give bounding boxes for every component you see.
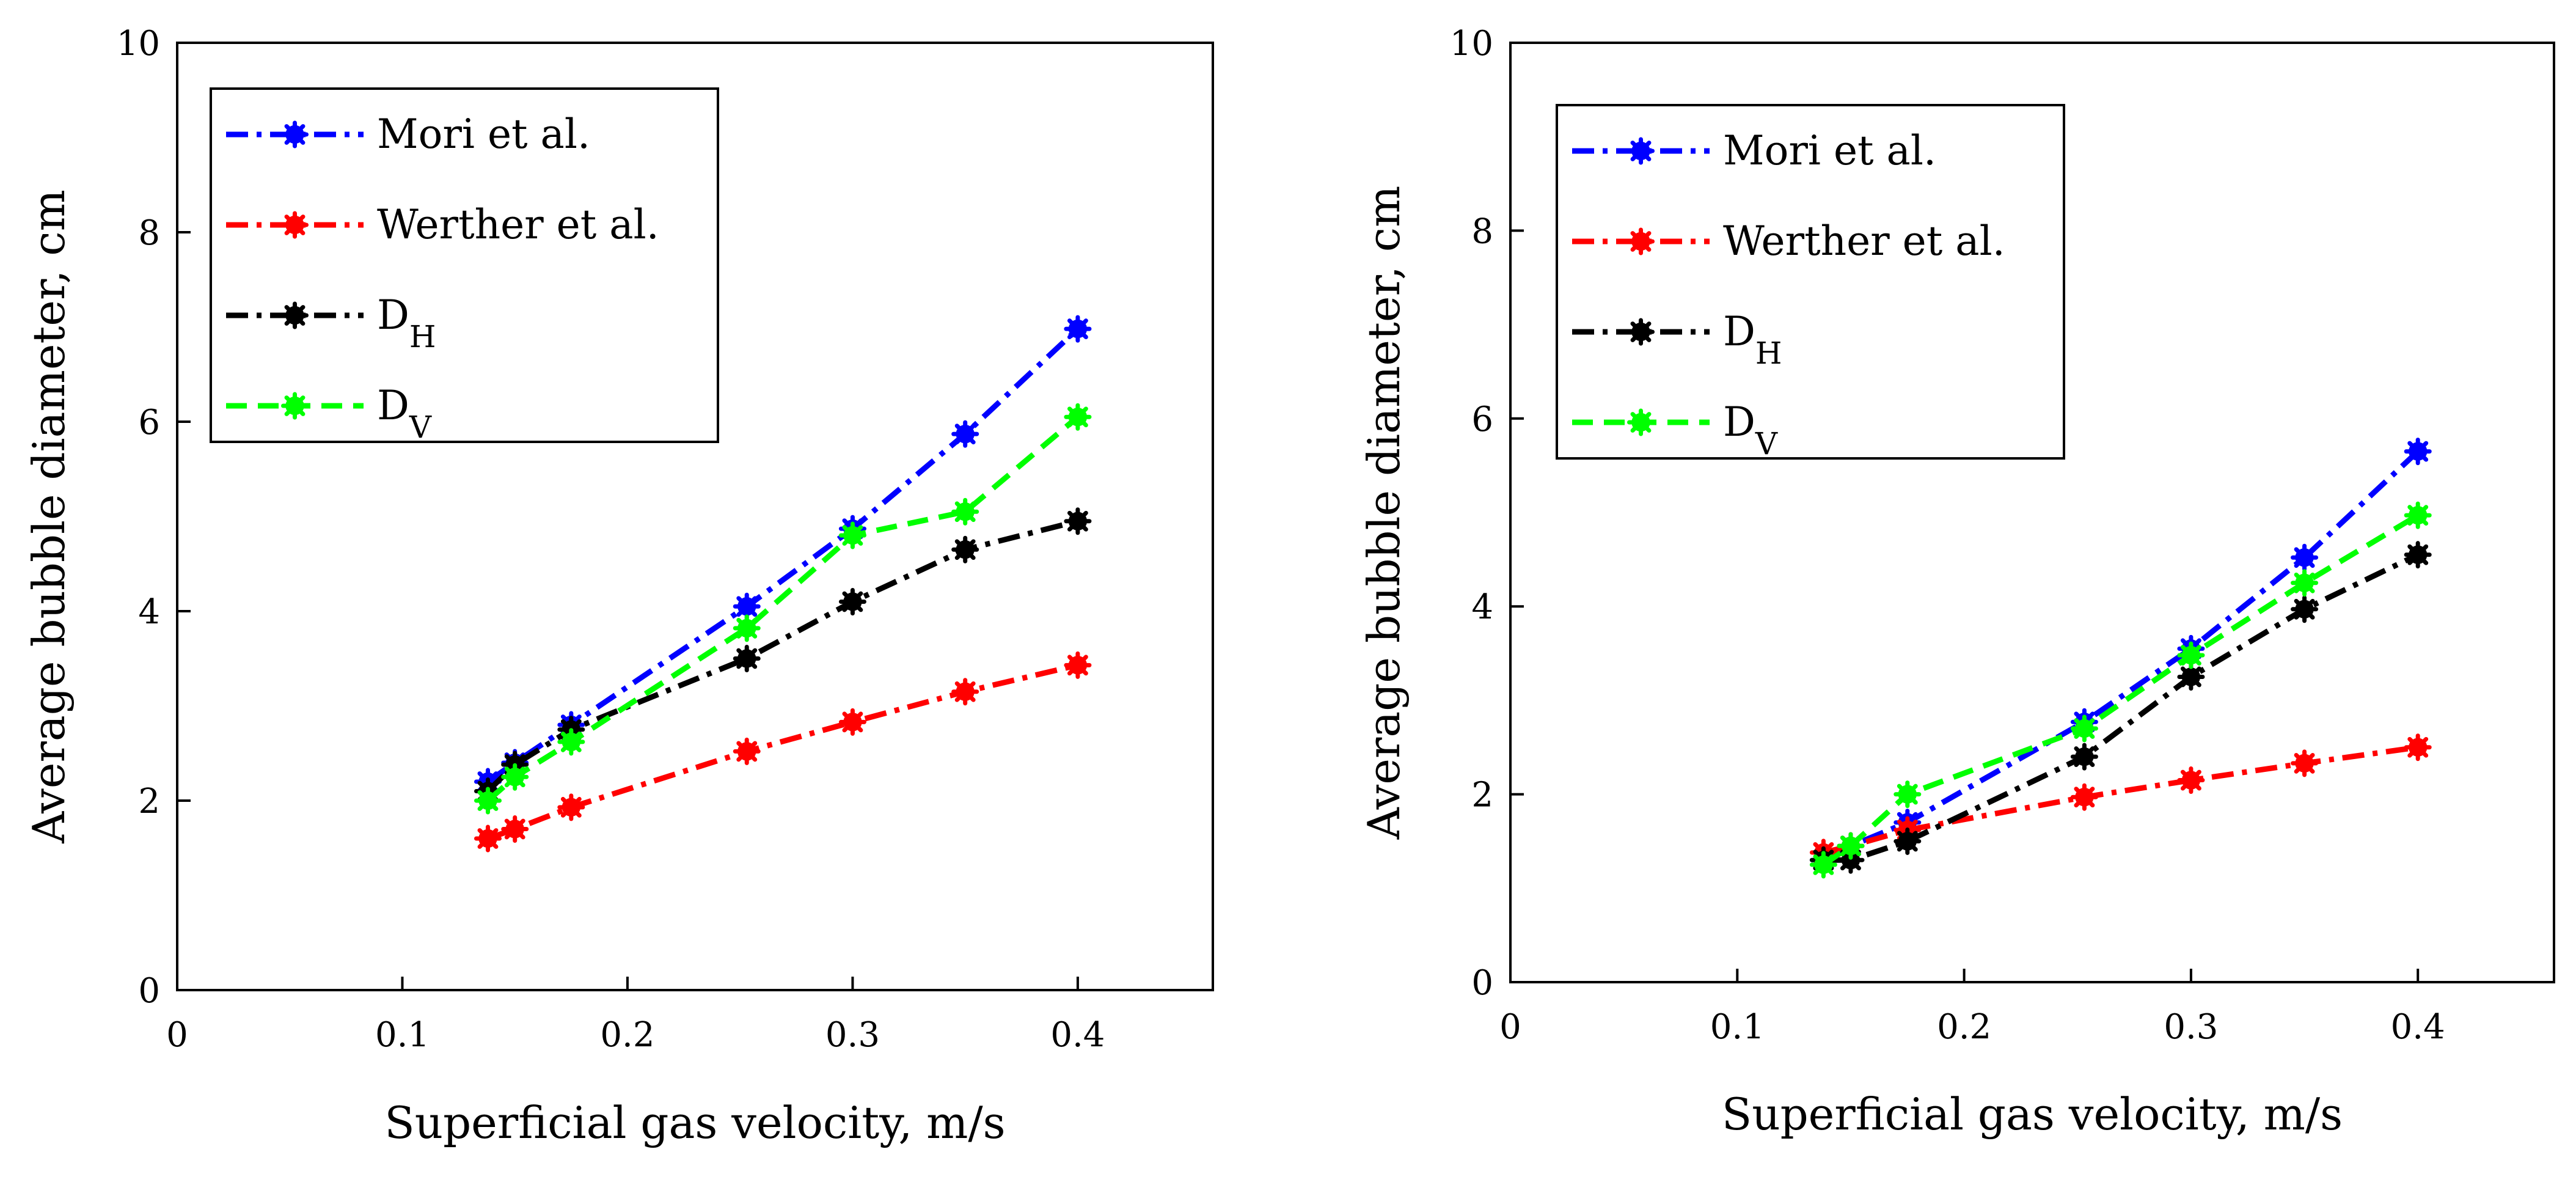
- chart-panel-right: 0 0.1 0.2 0.3 0.4 0 2 4 6 8 10 Superficial gas velo…: [1358, 24, 2555, 1140]
- data-point: [501, 763, 529, 791]
- y-axis-title: Average bubble diameter, cm: [1358, 186, 1410, 840]
- x-tick-label: 0.2: [600, 1015, 654, 1055]
- axes-box: [1509, 42, 2555, 983]
- data-point: [557, 793, 585, 821]
- chart-panel-left: 0 0.1 0.2 0.3 0.4 0 2 4 6 8 10 Superficial gas velo…: [23, 24, 1214, 1148]
- data-point: [2177, 641, 2205, 669]
- legend-marker: [1627, 318, 1655, 346]
- y-axis-title: Average bubble diameter, cm: [23, 189, 75, 844]
- legend-marker: [281, 211, 309, 239]
- data-point: [2404, 501, 2432, 529]
- legend-item: Werther et al.: [1572, 218, 2005, 265]
- x-axis-title: Superficial gas velocity, m/s: [384, 1097, 1005, 1148]
- axes-box: [176, 42, 1214, 991]
- data-point: [2070, 743, 2098, 771]
- y-tick-label: 10: [117, 24, 160, 64]
- y-tick-label: 6: [1471, 400, 1493, 439]
- legend-marker: [281, 301, 309, 329]
- y-tick-label: 8: [138, 213, 160, 253]
- x-tick-label: 0.2: [1937, 1007, 1991, 1047]
- data-point: [2177, 663, 2205, 691]
- legend-marker: [281, 120, 309, 149]
- data-point: [2291, 749, 2319, 777]
- y-tick-label: 10: [1450, 24, 1493, 64]
- legend-label: Werther et al.: [377, 201, 659, 248]
- series-3: [1809, 501, 2432, 879]
- y-tick-label: 0: [138, 971, 160, 1011]
- legend-label: Mori et al.: [377, 111, 590, 158]
- data-point: [1064, 507, 1092, 535]
- x-tick-label: 0.1: [1710, 1007, 1765, 1047]
- legend-marker: [281, 392, 309, 420]
- legend-label: Mori et al.: [1723, 127, 1936, 174]
- series-line: [1821, 513, 2420, 867]
- data-point: [2291, 595, 2319, 623]
- series-1: [474, 651, 1092, 853]
- data-point: [1837, 832, 1865, 860]
- x-tick-label: 0.3: [2164, 1007, 2218, 1047]
- series-2: [1809, 541, 2432, 874]
- data-point: [733, 592, 761, 620]
- series-2: [474, 507, 1092, 805]
- data-point: [733, 614, 761, 642]
- data-point: [557, 728, 585, 756]
- data-point: [501, 815, 529, 843]
- data-point: [2404, 733, 2432, 762]
- legend-marker: [1627, 408, 1655, 436]
- y-tick-label: 8: [1471, 211, 1493, 251]
- series-0: [1809, 438, 2432, 874]
- x-tick-label: 0: [1499, 1007, 1521, 1047]
- legend-item: Werther et al.: [226, 201, 659, 248]
- data-point: [733, 737, 761, 765]
- legend-marker: [1627, 227, 1655, 255]
- data-point: [2070, 783, 2098, 811]
- x-tick-label: 0.3: [825, 1015, 880, 1055]
- data-point: [474, 824, 502, 853]
- data-point: [2177, 766, 2205, 795]
- data-point: [951, 535, 979, 563]
- y-tick-label: 6: [138, 403, 160, 442]
- x-tick-label: 0.4: [1050, 1015, 1105, 1055]
- data-point: [1894, 780, 1922, 809]
- data-point: [2404, 541, 2432, 569]
- data-point: [838, 521, 866, 549]
- data-point: [951, 678, 979, 706]
- data-point: [838, 588, 866, 615]
- data-point: [838, 708, 866, 736]
- y-tick-label: 0: [1471, 963, 1493, 1003]
- x-axis-title: Superficial gas velocity, m/s: [1722, 1088, 2343, 1140]
- series-line: [486, 518, 1079, 793]
- y-tick-label: 2: [1471, 776, 1493, 815]
- data-point: [1064, 315, 1092, 343]
- data-point: [2070, 714, 2098, 743]
- data-point: [1894, 827, 1922, 855]
- legend-label: Werther et al.: [1723, 218, 2005, 265]
- data-point: [1064, 651, 1092, 679]
- x-tick-label: 0.4: [2391, 1007, 2445, 1047]
- legend-marker: [1627, 137, 1655, 165]
- data-point: [2291, 569, 2319, 597]
- y-tick-label: 4: [138, 592, 160, 632]
- x-tick-label: 0: [166, 1015, 188, 1055]
- data-point: [1809, 851, 1837, 879]
- x-tick-label: 0.1: [375, 1015, 430, 1055]
- y-tick-label: 4: [1471, 587, 1493, 627]
- y-tick-label: 2: [138, 782, 160, 821]
- series-3: [474, 403, 1092, 815]
- data-point: [733, 645, 761, 672]
- legend-item: Mori et al.: [226, 111, 590, 158]
- legend-item: Mori et al.: [1572, 127, 1936, 174]
- data-point: [474, 787, 502, 815]
- data-point: [2291, 543, 2319, 571]
- data-point: [951, 497, 979, 526]
- data-point: [951, 420, 979, 448]
- data-point: [2404, 438, 2432, 466]
- data-point: [1064, 403, 1092, 431]
